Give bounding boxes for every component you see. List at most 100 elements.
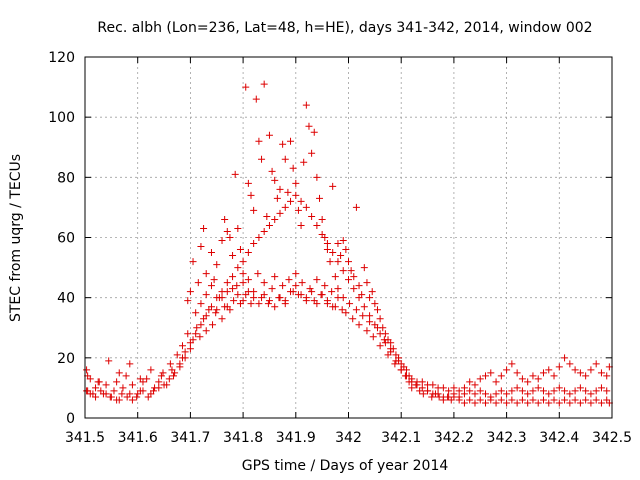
data-point bbox=[561, 387, 569, 395]
data-point bbox=[271, 303, 279, 311]
data-points bbox=[83, 80, 613, 407]
data-point bbox=[83, 366, 91, 374]
data-point bbox=[582, 396, 590, 404]
data-point bbox=[408, 375, 416, 383]
data-point bbox=[147, 366, 155, 374]
grid bbox=[85, 57, 612, 418]
data-point bbox=[306, 285, 314, 293]
data-point bbox=[363, 279, 371, 287]
data-point bbox=[133, 393, 141, 401]
data-point bbox=[466, 378, 474, 386]
data-point bbox=[155, 384, 163, 392]
data-point bbox=[347, 267, 355, 275]
data-point bbox=[518, 387, 526, 395]
data-point bbox=[239, 258, 247, 266]
data-point bbox=[200, 224, 208, 232]
data-point bbox=[359, 312, 367, 320]
data-point bbox=[255, 137, 263, 145]
data-point bbox=[450, 384, 458, 392]
data-point bbox=[418, 378, 426, 386]
data-point bbox=[363, 327, 371, 335]
data-point bbox=[487, 369, 495, 377]
data-point bbox=[539, 387, 547, 395]
data-point bbox=[302, 203, 310, 211]
data-point bbox=[597, 369, 605, 377]
data-point bbox=[471, 390, 479, 398]
data-point bbox=[379, 324, 387, 332]
data-point bbox=[471, 399, 479, 407]
data-point bbox=[321, 234, 329, 241]
data-point bbox=[576, 384, 584, 392]
data-point bbox=[157, 372, 165, 380]
data-point bbox=[166, 360, 174, 368]
data-point bbox=[186, 288, 194, 296]
data-point bbox=[555, 399, 563, 407]
data-point bbox=[419, 390, 427, 398]
data-point bbox=[279, 282, 287, 290]
data-point bbox=[213, 261, 221, 269]
data-point bbox=[555, 384, 563, 392]
data-point bbox=[339, 294, 347, 302]
data-point bbox=[476, 387, 484, 395]
data-point bbox=[229, 285, 237, 293]
data-point bbox=[255, 300, 263, 308]
data-point bbox=[128, 396, 136, 404]
data-point bbox=[255, 234, 263, 241]
data-point bbox=[102, 390, 110, 398]
data-point bbox=[439, 384, 447, 392]
data-point bbox=[202, 270, 210, 278]
data-point bbox=[487, 393, 495, 401]
data-point bbox=[287, 197, 295, 205]
data-point bbox=[105, 357, 113, 365]
data-point bbox=[492, 390, 500, 398]
data-point bbox=[302, 101, 310, 109]
data-point bbox=[202, 312, 210, 320]
data-point bbox=[160, 381, 168, 389]
data-point bbox=[292, 191, 300, 199]
data-point bbox=[197, 321, 205, 329]
x-tick-labels: 341.5 341.6 341.7 341.8 341.9 342 342.1 342.2 34… bbox=[65, 430, 632, 446]
data-point bbox=[207, 303, 215, 311]
data-point bbox=[178, 354, 186, 362]
data-point bbox=[539, 369, 547, 377]
data-point bbox=[371, 300, 379, 308]
data-point bbox=[223, 279, 231, 287]
data-point bbox=[369, 333, 377, 341]
data-point bbox=[260, 227, 268, 235]
data-point bbox=[434, 390, 442, 398]
data-point bbox=[115, 369, 123, 377]
data-point bbox=[587, 399, 595, 407]
data-point bbox=[466, 387, 474, 395]
data-point bbox=[107, 393, 115, 401]
data-point bbox=[513, 384, 521, 392]
data-point bbox=[381, 330, 389, 338]
y-tick-labels: 0 20 40 60 80 100 120 bbox=[48, 50, 75, 427]
data-point bbox=[239, 270, 247, 278]
data-point bbox=[178, 342, 186, 350]
data-point bbox=[476, 375, 484, 383]
data-point bbox=[492, 378, 500, 386]
x-tick-label: 341.6 bbox=[118, 430, 158, 446]
data-point bbox=[566, 390, 574, 398]
data-point bbox=[210, 276, 218, 284]
data-point bbox=[184, 297, 192, 305]
data-point bbox=[247, 191, 255, 199]
data-point bbox=[571, 387, 579, 395]
data-point bbox=[518, 375, 526, 383]
data-point bbox=[476, 396, 484, 404]
data-point bbox=[292, 282, 300, 290]
y-tick-label: 100 bbox=[48, 110, 75, 126]
data-point bbox=[244, 249, 252, 257]
data-point bbox=[355, 282, 363, 290]
data-point bbox=[252, 95, 260, 103]
data-point bbox=[566, 399, 574, 407]
x-tick-label: 341.8 bbox=[223, 430, 263, 446]
data-point bbox=[529, 387, 537, 395]
data-point bbox=[313, 173, 321, 181]
data-point bbox=[352, 203, 360, 211]
data-point bbox=[387, 339, 395, 347]
data-point bbox=[555, 363, 563, 371]
data-point bbox=[482, 390, 490, 398]
data-point bbox=[460, 384, 468, 392]
data-point bbox=[92, 384, 100, 392]
